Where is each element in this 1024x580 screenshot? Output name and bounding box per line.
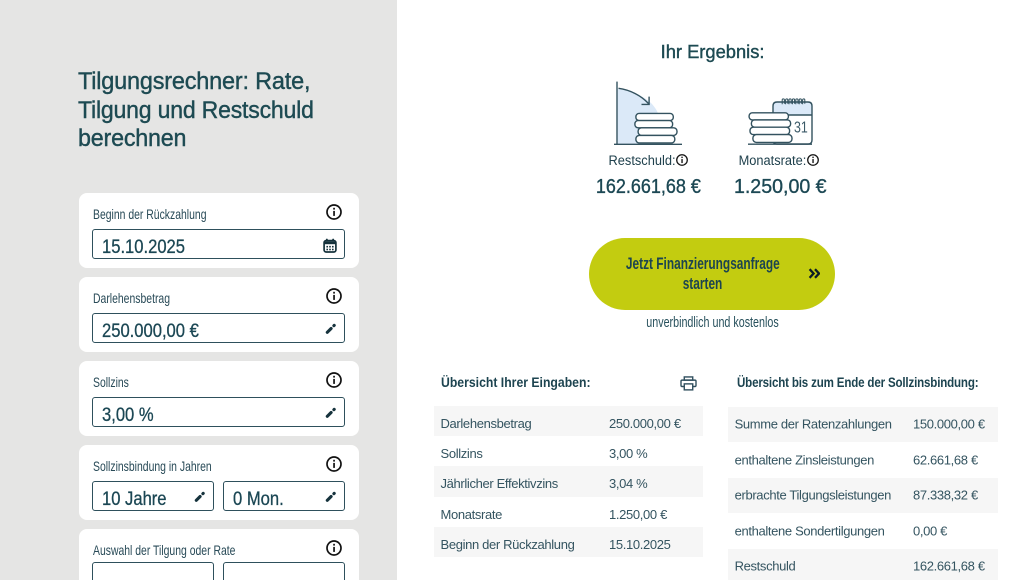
svg-text:31: 31 (794, 119, 808, 136)
